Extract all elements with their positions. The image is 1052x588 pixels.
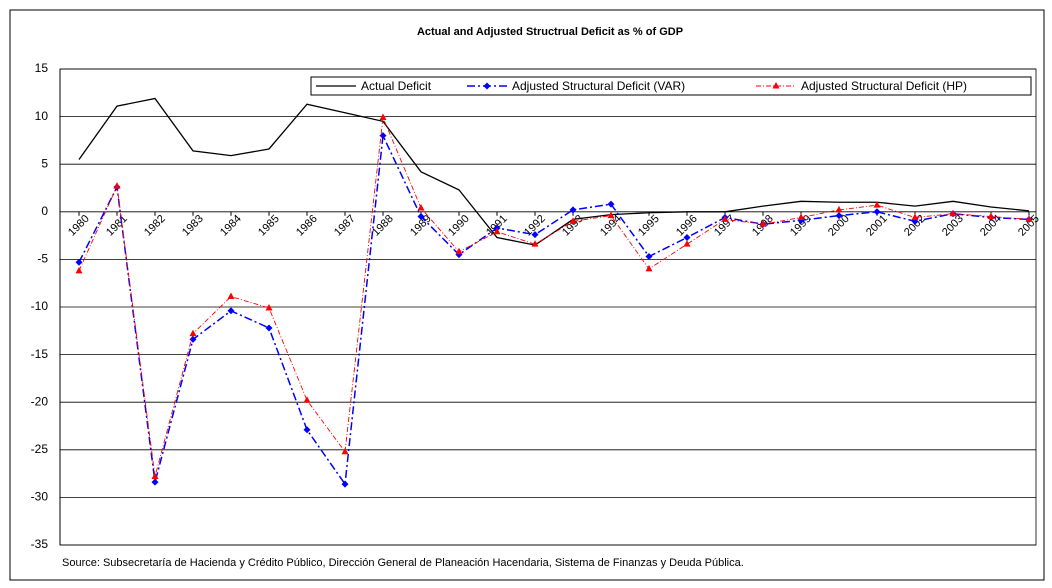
y-tick-label: -25: [31, 442, 49, 456]
point: [987, 212, 995, 220]
point: [303, 426, 311, 434]
point: [531, 231, 539, 239]
point: [569, 206, 577, 214]
chart-border: [9, 9, 1045, 581]
point: [189, 329, 197, 337]
point: [1025, 215, 1033, 222]
point: [455, 247, 463, 255]
point: [379, 132, 387, 140]
point: [483, 82, 491, 90]
y-tick-label: -30: [31, 490, 49, 504]
point: [113, 182, 121, 189]
point: [531, 240, 539, 247]
point: [151, 478, 159, 486]
point: [417, 203, 425, 211]
point: [873, 208, 881, 216]
point: [683, 234, 691, 242]
point: [75, 258, 83, 266]
point: [607, 200, 615, 208]
point: [873, 201, 881, 208]
point: [645, 264, 653, 272]
y-tick-label: -5: [37, 252, 48, 266]
point: [265, 324, 273, 332]
point: [189, 335, 197, 343]
point: [683, 240, 691, 247]
y-tick-label: -35: [31, 537, 49, 551]
point: [949, 209, 957, 217]
legend-label: Adjusted Structural Deficit (VAR): [512, 79, 685, 93]
point: [341, 447, 349, 455]
legend: Actual Deficit Adjusted Structural Defici…: [310, 76, 1032, 96]
plot-border: [59, 68, 1037, 546]
series-line: [78, 115, 1030, 477]
point: [911, 213, 919, 221]
y-tick-label: -10: [31, 299, 49, 313]
point: [227, 307, 235, 315]
legend-box: [310, 76, 1032, 96]
y-tick-label: 15: [35, 61, 49, 75]
point: [341, 480, 349, 488]
point: [835, 212, 843, 220]
point: [379, 113, 387, 121]
point: [303, 396, 311, 403]
series-line: [78, 132, 1030, 487]
point: [227, 292, 235, 300]
point: [75, 266, 83, 274]
legend-label: Adjusted Structural Deficit (HP): [801, 79, 967, 93]
point: [265, 303, 273, 311]
y-tick-label: 0: [41, 204, 48, 218]
point: [493, 227, 501, 235]
source-note: Source: Subsecretaría de Hacienda y Créd…: [62, 557, 744, 569]
y-tick-label: -20: [31, 394, 49, 408]
point: [759, 220, 767, 227]
y-tick-label: -15: [31, 347, 49, 361]
point: [569, 217, 577, 224]
point: [417, 213, 425, 221]
series: [75, 113, 1033, 479]
point: [835, 205, 843, 213]
point: [797, 213, 805, 221]
point: [607, 211, 615, 219]
chart-title: Actual and Adjusted Structrual Deficit a…: [417, 26, 683, 38]
y-tick-label: 10: [35, 109, 49, 123]
point: [721, 215, 729, 222]
point: [645, 253, 653, 261]
legend-label: Actual Deficit: [361, 79, 432, 93]
point: [772, 82, 780, 89]
point: [151, 472, 159, 479]
y-tick-label: 5: [41, 156, 48, 170]
